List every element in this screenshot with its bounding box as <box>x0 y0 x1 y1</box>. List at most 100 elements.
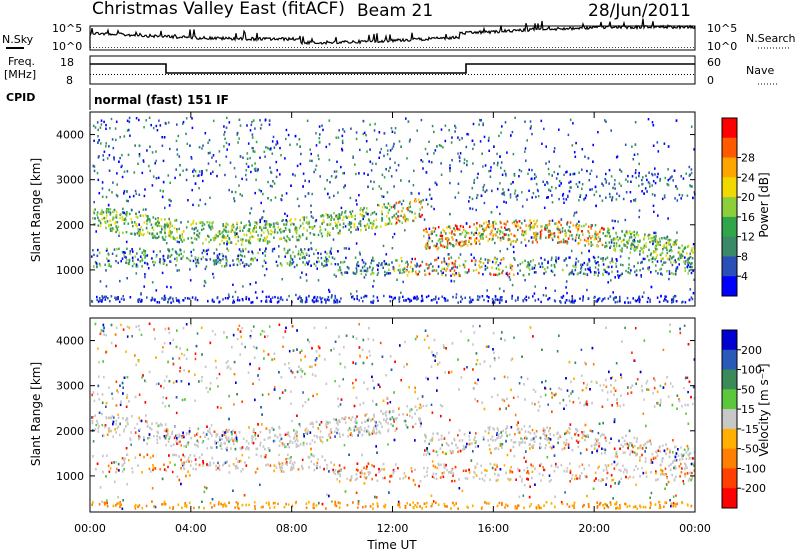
echo-cell <box>660 272 662 275</box>
echo-cell <box>202 227 205 231</box>
echo-cell <box>451 230 453 233</box>
echo-cell <box>638 174 640 178</box>
echo-cell <box>313 233 316 236</box>
echo-cell <box>226 234 229 237</box>
echo-cell <box>281 194 283 197</box>
echo-cell <box>524 297 526 300</box>
echo-cell <box>358 172 360 175</box>
echo-cell <box>517 272 519 275</box>
echo-cell <box>113 158 115 161</box>
echo-cell <box>401 260 403 263</box>
echo-cell <box>207 300 209 303</box>
echo-cell <box>157 218 160 222</box>
echo-cell <box>608 169 611 172</box>
echo-cell <box>441 295 443 298</box>
echo-cell <box>116 298 118 301</box>
echo-cell <box>432 265 434 268</box>
echo-cell <box>659 177 662 181</box>
echo-cell <box>387 202 390 205</box>
echo-cell <box>355 137 358 141</box>
echo-cell <box>505 174 507 177</box>
echo-cell <box>441 261 443 264</box>
echo-cell <box>372 187 374 190</box>
echo-cell <box>348 223 351 226</box>
echo-cell <box>529 226 532 229</box>
echo-cell <box>319 296 321 299</box>
echo-cell <box>461 244 464 247</box>
echo-cell <box>296 197 299 201</box>
echo-cell <box>492 226 495 229</box>
echo-cell <box>430 197 433 200</box>
echo-cell <box>249 212 251 215</box>
echo-cell <box>144 254 147 258</box>
echo-cell <box>93 165 96 168</box>
echo-cell <box>602 259 604 263</box>
echo-cell <box>442 228 444 231</box>
echo-cell <box>346 271 349 274</box>
echo-cell <box>191 117 193 120</box>
echo-cell <box>142 208 145 211</box>
echo-cell <box>337 250 339 253</box>
echo-cell <box>595 271 597 274</box>
echo-cell <box>551 236 553 240</box>
echo-cell <box>297 238 300 241</box>
echo-cell <box>631 145 633 148</box>
echo-cell <box>393 142 395 146</box>
echo-cell <box>651 260 654 264</box>
echo-cell <box>325 261 328 264</box>
echo-cell <box>502 188 504 191</box>
echo-cell <box>649 253 652 257</box>
echo-cell <box>684 256 686 259</box>
echo-cell <box>589 172 591 175</box>
echo-cell <box>657 172 659 176</box>
echo-cell <box>484 258 487 261</box>
echo-cell <box>641 260 643 264</box>
nave-label: Nave <box>746 64 774 77</box>
echo-cell <box>584 196 587 200</box>
echo-cell <box>461 297 464 301</box>
echo-cell <box>271 296 274 299</box>
echo-cell <box>272 180 274 183</box>
echo-cell <box>114 296 116 299</box>
echo-cell <box>569 300 572 304</box>
echo-cell <box>419 208 421 211</box>
echo-cell <box>93 265 95 268</box>
echo-cell <box>265 237 267 241</box>
echo-cell <box>212 154 215 157</box>
echo-cell <box>182 230 185 233</box>
echo-cell <box>583 261 586 265</box>
echo-cell <box>300 248 302 251</box>
echo-cell <box>610 129 612 132</box>
echo-cell <box>112 146 115 150</box>
echo-cell <box>108 154 111 157</box>
echo-cell <box>337 191 339 194</box>
echo-cell <box>599 238 601 241</box>
echo-cell <box>660 294 662 298</box>
echo-cell <box>690 168 693 171</box>
echo-cell <box>372 301 374 304</box>
echo-cell <box>219 259 222 262</box>
echo-cell <box>664 295 666 298</box>
echo-cell <box>436 301 438 304</box>
echo-cell <box>474 238 476 241</box>
echo-cell <box>464 242 467 245</box>
echo-cell <box>453 269 456 272</box>
cpid-label: CPID <box>6 91 35 104</box>
echo-cell <box>342 222 345 225</box>
echo-cell <box>345 256 347 260</box>
echo-cell <box>144 188 146 191</box>
echo-cell <box>581 263 584 266</box>
echo-cell <box>365 273 367 276</box>
echo-cell <box>493 257 496 260</box>
echo-cell <box>564 240 567 243</box>
echo-cell <box>490 166 492 169</box>
echo-cell <box>331 216 333 219</box>
echo-cell <box>158 119 160 122</box>
echo-cell <box>546 181 548 184</box>
echo-cell <box>161 228 163 231</box>
echo-cell <box>263 226 265 230</box>
echo-cell <box>409 138 411 141</box>
echo-cell <box>217 231 220 234</box>
echo-cell <box>634 143 637 146</box>
echo-cell <box>630 269 632 272</box>
